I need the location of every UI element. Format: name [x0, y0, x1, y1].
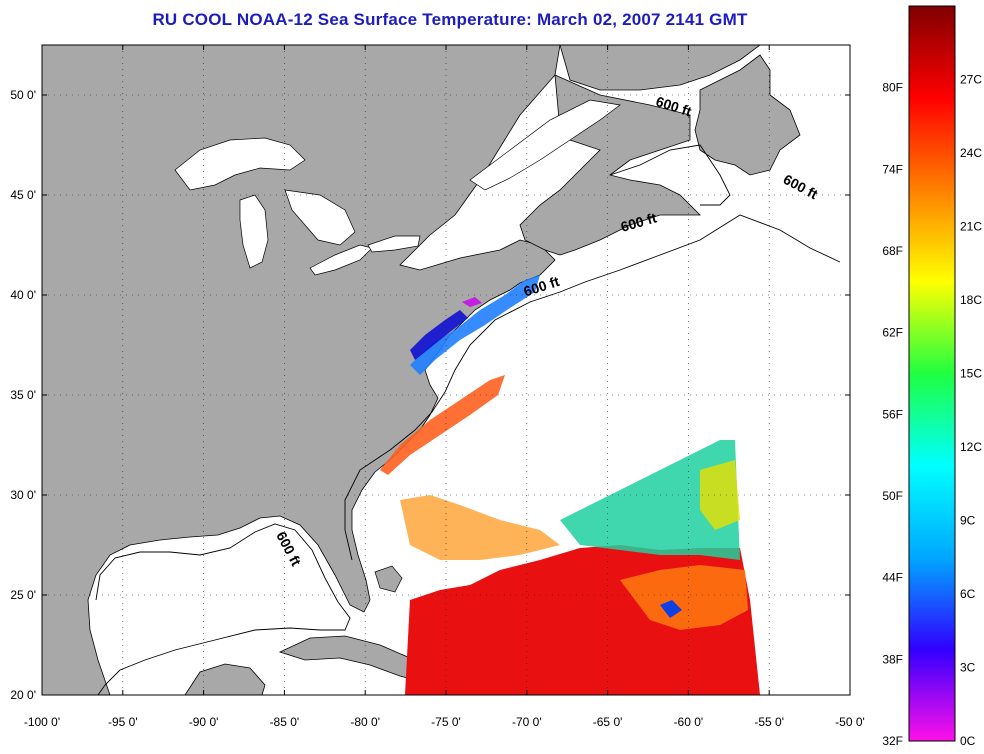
colorbar-c-label: 27C	[960, 73, 982, 87]
colorbar-c-label: 15C	[960, 367, 982, 381]
grand-banks-isobath	[609, 144, 731, 206]
lat-tick-label: 30 0'	[10, 488, 36, 502]
colorbar-f-label: 38F	[882, 652, 903, 666]
colorbar-c-label: 21C	[960, 220, 982, 234]
colorbar-c-label: 3C	[960, 661, 976, 675]
colorbar-c-label: 18C	[960, 293, 982, 307]
labrador-land	[559, 45, 761, 91]
colorbar-c-label: 24C	[960, 146, 982, 160]
gulf-isobath	[95, 523, 351, 695]
lat-tick-label: 25 0'	[10, 588, 36, 602]
bahamas-land	[374, 565, 403, 593]
lon-tick-label: -60 0'	[674, 715, 704, 729]
newfoundland-land	[694, 54, 801, 176]
map-title: RU COOL NOAA-12 Sea Surface Temperature:…	[152, 10, 748, 29]
colorbar-f-label: 62F	[882, 326, 903, 340]
colorbar-f-label: 68F	[882, 244, 903, 258]
lat-tick-label: 45 0'	[10, 188, 36, 202]
lake-huron	[284, 189, 356, 246]
colorbar-c-label: 12C	[960, 440, 982, 454]
sst-swath-mid	[400, 495, 560, 560]
lon-tick-label: -65 0'	[593, 715, 623, 729]
sst-swath-orange	[620, 565, 748, 630]
lon-tick-label: -75 0'	[431, 715, 461, 729]
lon-tick-label: -80 0'	[350, 715, 380, 729]
lat-tick-label: 20 0'	[10, 688, 36, 702]
colorbar-f-label: 32F	[882, 734, 903, 748]
sst-cold-blue-spot	[660, 600, 682, 618]
sst-swath-teal	[560, 440, 740, 560]
graticule	[42, 45, 850, 695]
colorbar-c-label: 0C	[960, 734, 976, 748]
lake-superior	[174, 137, 306, 191]
colorbar-c-label: 6C	[960, 587, 976, 601]
lat-tick-label: 50 0'	[10, 88, 36, 102]
lon-tick-label: -95 0'	[108, 715, 138, 729]
colorbar-ramp	[908, 5, 956, 742]
lon-tick-label: -90 0'	[189, 715, 219, 729]
atlantic-isobath	[344, 214, 841, 561]
st-lawrence-gulf	[469, 99, 621, 191]
colorbar-f-label: 56F	[882, 407, 903, 421]
colorbar-c-label: 9C	[960, 514, 976, 528]
lon-tick-label: -70 0'	[512, 715, 542, 729]
lake-ontario	[367, 235, 421, 253]
lake-michigan	[239, 194, 269, 269]
colorbar-f-label: 50F	[882, 489, 903, 503]
lat-tick-label: 35 0'	[10, 388, 36, 402]
sst-shelf-cold	[410, 275, 540, 375]
colorbar-f-label: 74F	[882, 162, 903, 176]
lake-erie	[309, 244, 373, 276]
lon-tick-label: -50 0'	[835, 715, 865, 729]
lon-tick-label: -85 0'	[270, 715, 300, 729]
colorbar-f-label: 44F	[882, 571, 903, 585]
yucatan-land	[184, 663, 266, 695]
colorbar-f-label: 80F	[882, 81, 903, 95]
sst-shelf-blue	[410, 310, 468, 360]
lon-tick-label: -100 0'	[24, 715, 60, 729]
sst-cold-purple	[462, 297, 482, 307]
lon-tick-label: -55 0'	[754, 715, 784, 729]
sst-gulfstream	[380, 375, 505, 475]
lat-tick-label: 40 0'	[10, 288, 36, 302]
